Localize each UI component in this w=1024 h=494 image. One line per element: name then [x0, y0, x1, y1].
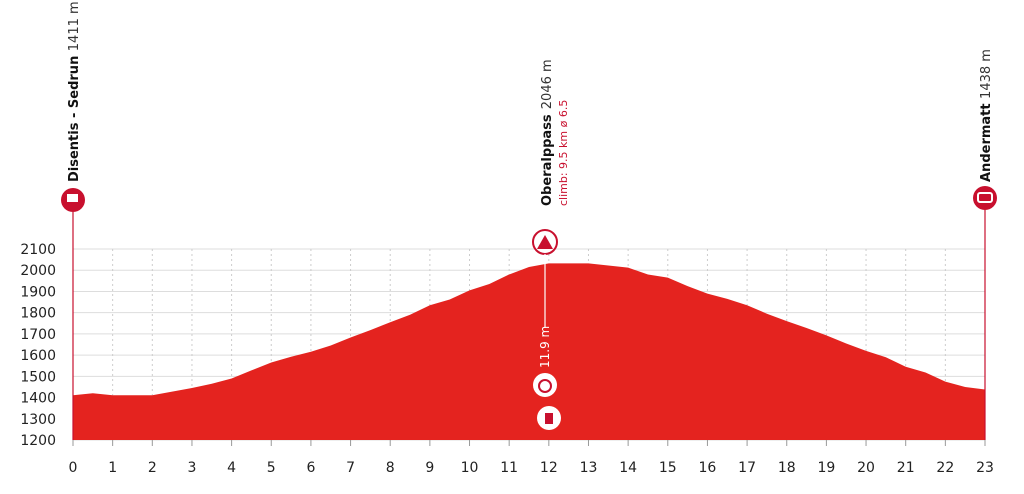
x-tick-label: 3: [187, 460, 196, 476]
climb-name: Oberalppass: [540, 114, 555, 206]
climb-elevation: 2046 m: [540, 59, 555, 109]
finish-icon: [973, 186, 997, 210]
climb-detail: climb: 9.5 km ø 6.5: [557, 100, 570, 206]
x-tick-label: 15: [659, 460, 677, 476]
x-tick-label: 14: [619, 460, 637, 476]
x-tick-label: 10: [461, 460, 479, 476]
checkpoint-label: 11.9 m: [538, 326, 552, 368]
y-tick-label: 2000: [20, 263, 56, 279]
start-label: Disentis - Sedrun 1411 m: [66, 1, 82, 182]
flag-icon: [67, 194, 78, 202]
y-tick-label: 1700: [20, 327, 56, 343]
x-tick-label: 5: [267, 460, 276, 476]
x-tick-label: 16: [699, 460, 717, 476]
start-name: Disentis - Sedrun: [67, 56, 82, 182]
x-tick-label: 11: [500, 460, 518, 476]
y-tick-label: 2100: [20, 242, 56, 258]
x-tick-label: 4: [227, 460, 236, 476]
climb-label: Oberalppass 2046 m: [536, 59, 555, 206]
y-tick-label: 1600: [20, 348, 56, 364]
y-tick-label: 1900: [20, 284, 56, 300]
x-tick-label: 2: [148, 460, 157, 476]
finish-elevation: 1438 m: [979, 49, 994, 99]
x-tick-label: 7: [346, 460, 355, 476]
timer-face: [538, 379, 552, 393]
x-tick-label: 6: [306, 460, 315, 476]
x-tick-label: 23: [976, 460, 994, 476]
y-tick-label: 1500: [20, 369, 56, 385]
y-tick-label: 1400: [20, 391, 56, 407]
x-tick-label: 8: [386, 460, 395, 476]
x-tick-label: 18: [778, 460, 796, 476]
y-tick-label: 1800: [20, 306, 56, 322]
finish-label: Andermatt 1438 m: [978, 49, 994, 182]
y-tick-label: 1200: [20, 433, 56, 449]
x-tick-label: 0: [69, 460, 78, 476]
finish-name: Andermatt: [979, 103, 994, 182]
elevation-area: [73, 263, 985, 440]
bin-body: [545, 413, 553, 424]
profile: [73, 263, 985, 440]
finish-gate: [977, 192, 993, 203]
x-tick-label: 12: [540, 460, 558, 476]
start-elevation: 1411 m: [67, 1, 82, 51]
x-tick-label: 19: [817, 460, 835, 476]
x-tick-label: 9: [425, 460, 434, 476]
x-tick-label: 22: [936, 460, 954, 476]
x-tick-label: 1: [108, 460, 117, 476]
y-tick-label: 1300: [20, 412, 56, 428]
x-tick-label: 13: [580, 460, 598, 476]
mountain-icon: [537, 235, 553, 249]
x-tick-label: 20: [857, 460, 875, 476]
timer-icon: [533, 373, 557, 397]
x-tick-label: 21: [897, 460, 915, 476]
x-tick-label: 17: [738, 460, 756, 476]
